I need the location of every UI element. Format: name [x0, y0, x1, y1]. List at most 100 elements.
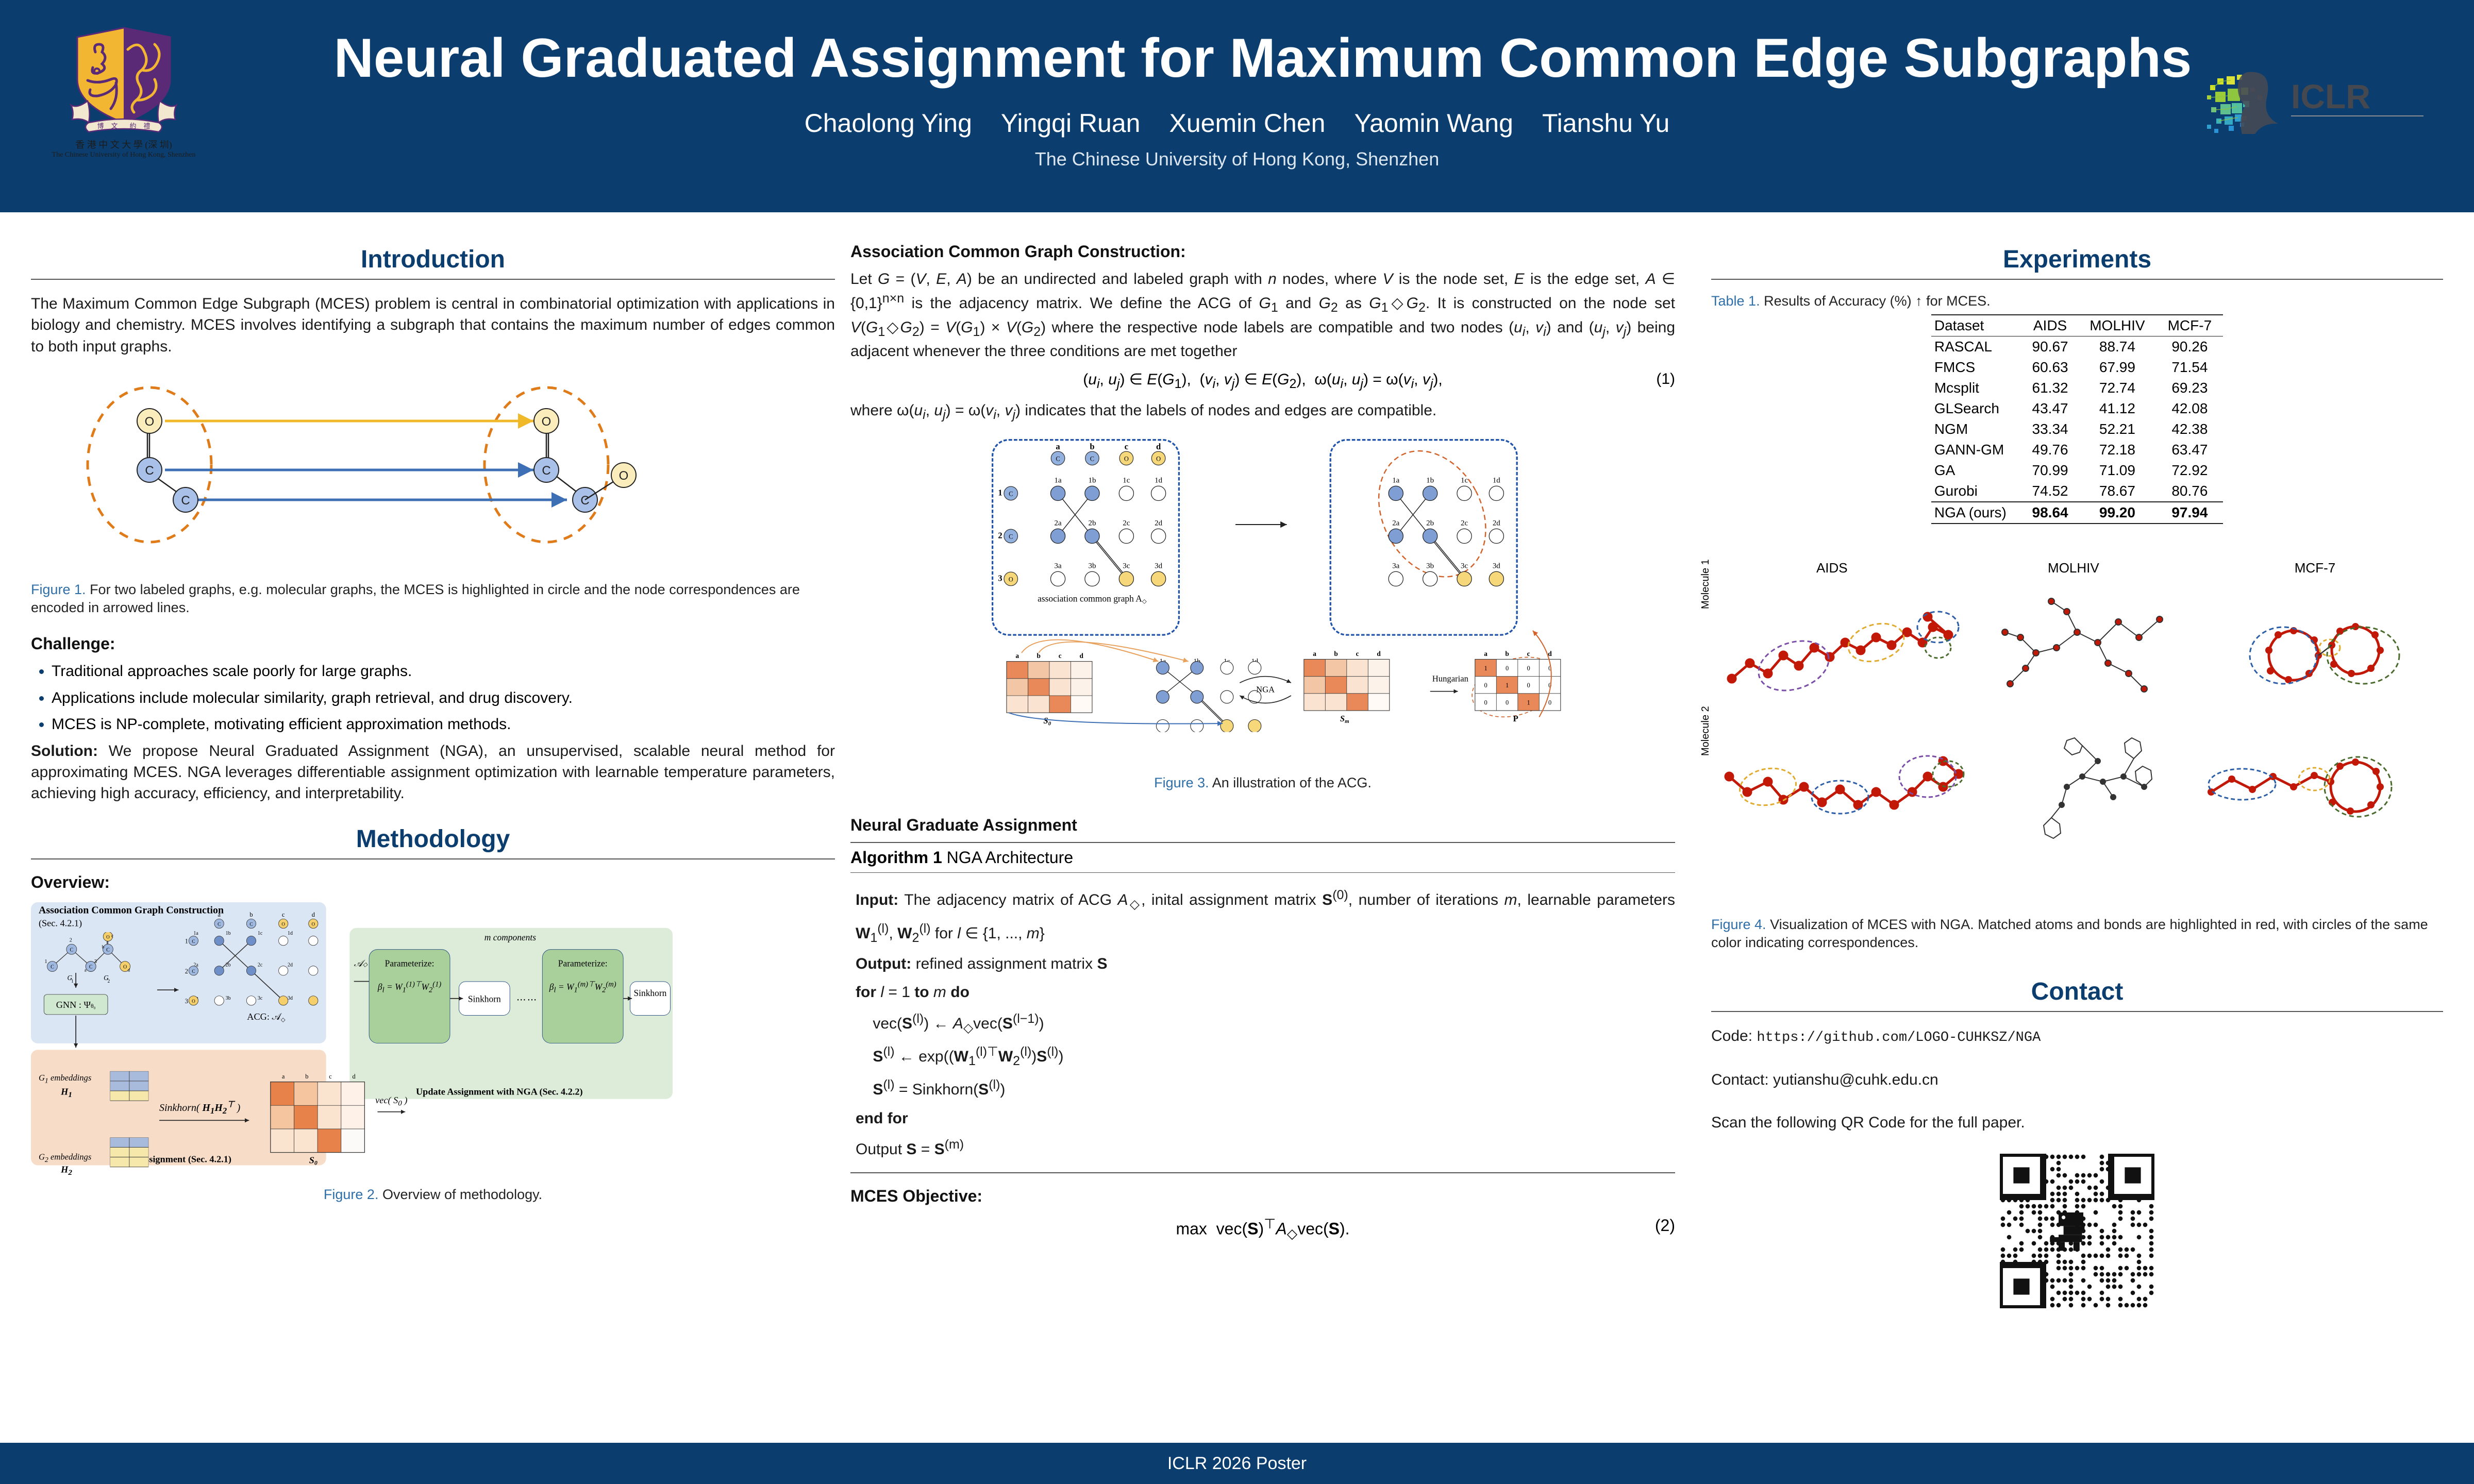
svg-text:1d: 1d: [1493, 477, 1500, 485]
svg-text:b: b: [102, 944, 105, 949]
svg-text:d: d: [1156, 444, 1161, 452]
svg-text:1b: 1b: [226, 931, 231, 936]
svg-text:0: 0: [1548, 665, 1551, 672]
svg-text:a: a: [1313, 651, 1316, 657]
svg-text:C: C: [1009, 533, 1013, 541]
svg-text:3d: 3d: [288, 996, 293, 1001]
svg-text:C: C: [89, 964, 93, 970]
svg-text:C: C: [181, 494, 190, 508]
svg-text:約: 約: [129, 122, 136, 130]
svg-text:a: a: [1056, 444, 1060, 452]
svg-text:3: 3: [998, 574, 1002, 583]
svg-text:C: C: [542, 464, 550, 478]
svg-text:1: 1: [998, 488, 1002, 498]
svg-text:2b: 2b: [226, 962, 231, 968]
svg-text:C: C: [192, 969, 195, 974]
svg-text:3a: 3a: [1054, 562, 1061, 570]
svg-text:c: c: [1527, 651, 1530, 657]
svg-text:C: C: [249, 921, 253, 926]
svg-text:3a: 3a: [1392, 562, 1399, 570]
svg-text:2a: 2a: [1054, 519, 1061, 528]
svg-text:1a: 1a: [1054, 477, 1061, 485]
svg-text:2c: 2c: [1461, 519, 1468, 528]
svg-text:O: O: [542, 415, 551, 429]
svg-text:C: C: [145, 464, 154, 478]
svg-text:1: 1: [1527, 699, 1530, 706]
svg-text:d: d: [1080, 653, 1084, 660]
svg-text:d: d: [1377, 651, 1381, 657]
svg-text:d: d: [1548, 651, 1552, 657]
svg-text:3d: 3d: [1155, 562, 1162, 570]
svg-text:3b: 3b: [226, 996, 231, 1001]
svg-text:c: c: [282, 911, 285, 918]
svg-text:0: 0: [1548, 682, 1551, 689]
svg-text:a: a: [218, 911, 221, 918]
svg-text:d: d: [353, 1073, 356, 1080]
svg-text:S0: S0: [1043, 716, 1051, 726]
svg-text:O: O: [192, 999, 195, 1004]
svg-text:d: d: [128, 967, 130, 972]
svg-text:O: O: [1124, 456, 1129, 463]
svg-text:3c: 3c: [258, 996, 263, 1001]
svg-text:1: 1: [45, 959, 47, 965]
svg-text:2: 2: [70, 937, 72, 943]
svg-text:O: O: [1009, 576, 1013, 583]
svg-text:C: C: [1009, 491, 1013, 498]
svg-text:0: 0: [1484, 699, 1487, 706]
svg-text:d: d: [312, 911, 315, 918]
svg-text:1b: 1b: [1088, 477, 1096, 485]
svg-text:P: P: [1513, 714, 1518, 723]
svg-text:association common graph A◇: association common graph A◇: [1038, 594, 1147, 605]
svg-text:3: 3: [185, 998, 188, 1005]
svg-text:2c: 2c: [258, 962, 263, 968]
svg-text:博: 博: [97, 122, 104, 130]
svg-text:a: a: [282, 1073, 285, 1080]
svg-text:1d: 1d: [1155, 477, 1162, 485]
svg-text:O: O: [281, 921, 285, 926]
svg-text:C: C: [1090, 456, 1094, 463]
svg-text:a: a: [1484, 651, 1487, 657]
svg-text:2a: 2a: [1392, 519, 1399, 528]
svg-text:2b: 2b: [1088, 519, 1096, 528]
svg-text:b: b: [1334, 651, 1338, 657]
svg-text:3c: 3c: [1123, 562, 1130, 570]
svg-text:C: C: [70, 947, 74, 953]
svg-text:C: C: [192, 939, 195, 944]
svg-text:3b: 3b: [1426, 562, 1434, 570]
svg-text:c: c: [1356, 651, 1359, 657]
svg-text:1c: 1c: [1123, 477, 1130, 485]
svg-text:2: 2: [108, 979, 110, 984]
svg-text:2: 2: [998, 531, 1002, 541]
svg-text:C: C: [51, 964, 54, 970]
svg-text:C: C: [1056, 456, 1060, 463]
svg-text:1: 1: [1506, 682, 1509, 689]
svg-text:c: c: [329, 1073, 332, 1080]
svg-text:b: b: [1090, 444, 1094, 452]
svg-text:文: 文: [111, 122, 118, 130]
svg-text:O: O: [619, 469, 629, 483]
svg-text:1d: 1d: [288, 931, 293, 936]
svg-text:1a: 1a: [193, 931, 198, 936]
svg-text:2: 2: [185, 967, 188, 974]
svg-text:1: 1: [185, 937, 188, 945]
svg-text:O: O: [123, 964, 127, 970]
svg-text:0: 0: [1527, 682, 1530, 689]
svg-text:c: c: [1059, 653, 1062, 660]
svg-text:2b: 2b: [1426, 519, 1434, 528]
svg-text:c: c: [1125, 444, 1128, 452]
svg-text:2d: 2d: [288, 962, 293, 968]
svg-text:C: C: [218, 921, 221, 926]
svg-text:1a: 1a: [1392, 477, 1399, 485]
svg-text:Sm: Sm: [1340, 714, 1349, 723]
svg-text:C: C: [106, 947, 110, 953]
svg-text:3c: 3c: [1461, 562, 1468, 570]
svg-text:1: 1: [1484, 665, 1487, 672]
svg-text:b: b: [305, 1073, 308, 1080]
svg-text:S0: S0: [309, 1155, 317, 1166]
svg-text:NGA: NGA: [1256, 685, 1275, 695]
svg-text:O: O: [312, 921, 315, 926]
svg-text:0: 0: [1527, 665, 1530, 672]
svg-text:1b: 1b: [1426, 477, 1434, 485]
svg-text:3d: 3d: [1493, 562, 1500, 570]
svg-text:b: b: [1505, 651, 1509, 657]
